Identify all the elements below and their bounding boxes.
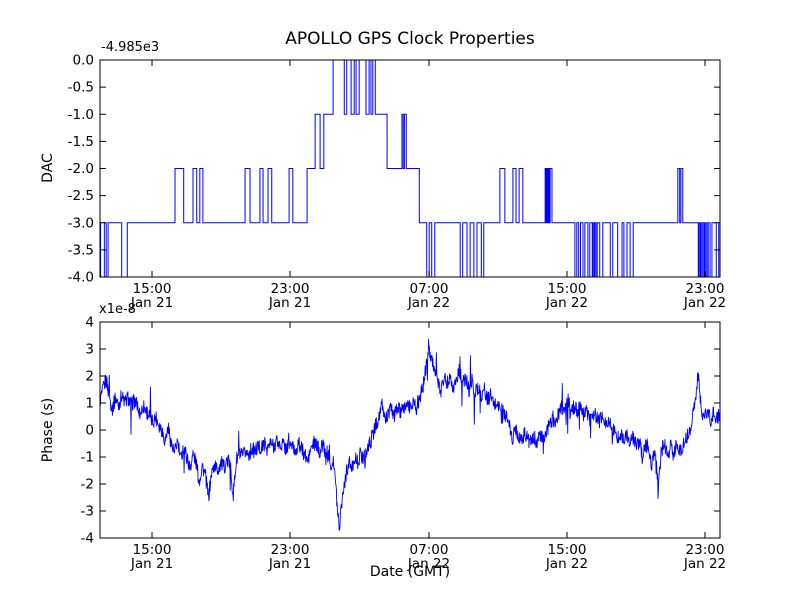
y-tick-label: 4 [85,315,94,331]
phase-series-line [99,338,721,531]
dac-series-line [100,59,720,278]
y-tick-label: 1 [85,396,94,412]
x-tick-time-label: 23:00 [686,281,725,297]
x-axis-label: Date (GMT) [369,564,451,580]
y-tick-label: -4 [81,531,94,547]
x-tick-date-label: Jan 22 [545,295,588,311]
y-tick-label: -3 [81,504,94,520]
y-tick-label: -1.0 [68,107,94,123]
chart-title: APOLLO GPS Clock Properties [285,29,535,49]
x-tick-time-label: 23:00 [271,281,310,297]
x-tick-date-label: Jan 22 [683,295,726,311]
y-tick-label: 2 [85,369,94,385]
y-tick-label: 0.0 [73,53,94,69]
y-tick-label: -2 [81,477,94,493]
y-tick-label: -4.0 [68,270,94,286]
y-tick-label: -2.5 [68,188,94,204]
x-tick-date-label: Jan 21 [130,295,173,311]
y-tick-label: -1.5 [68,134,94,150]
y-tick-label: -3.5 [68,242,94,258]
y-tick-label: 0 [85,423,94,439]
x-tick-time-label: 15:00 [133,281,172,297]
x-tick-date-label: Jan 22 [407,556,450,572]
x-tick-time-label: 15:00 [548,281,587,297]
y-tick-label: 3 [85,342,94,358]
phase-y-axis-label: Phase (s) [40,397,56,463]
x-tick-date-label: Jan 21 [268,295,311,311]
phase-axis-multiplier-label: x1e-8 [99,302,136,317]
x-tick-date-label: Jan 22 [683,556,726,572]
x-tick-date-label: Jan 21 [130,556,173,572]
y-tick-label: -0.5 [68,80,94,96]
x-tick-date-label: Jan 21 [268,556,311,572]
x-tick-date-label: Jan 22 [545,556,588,572]
dac-y-axis-label: DAC [40,153,56,183]
x-tick-time-label: 15:00 [548,542,587,558]
y-tick-label: -2.0 [68,161,94,177]
y-tick-label: -3.0 [68,215,94,231]
x-tick-time-label: 23:00 [686,542,725,558]
x-tick-time-label: 15:00 [133,542,172,558]
dac-axis-offset-label: -4.985e3 [101,40,160,55]
x-tick-date-label: Jan 22 [407,295,450,311]
x-tick-time-label: 07:00 [410,281,449,297]
y-tick-label: -1 [81,450,94,466]
x-tick-time-label: 07:00 [410,542,449,558]
x-tick-time-label: 23:00 [271,542,310,558]
